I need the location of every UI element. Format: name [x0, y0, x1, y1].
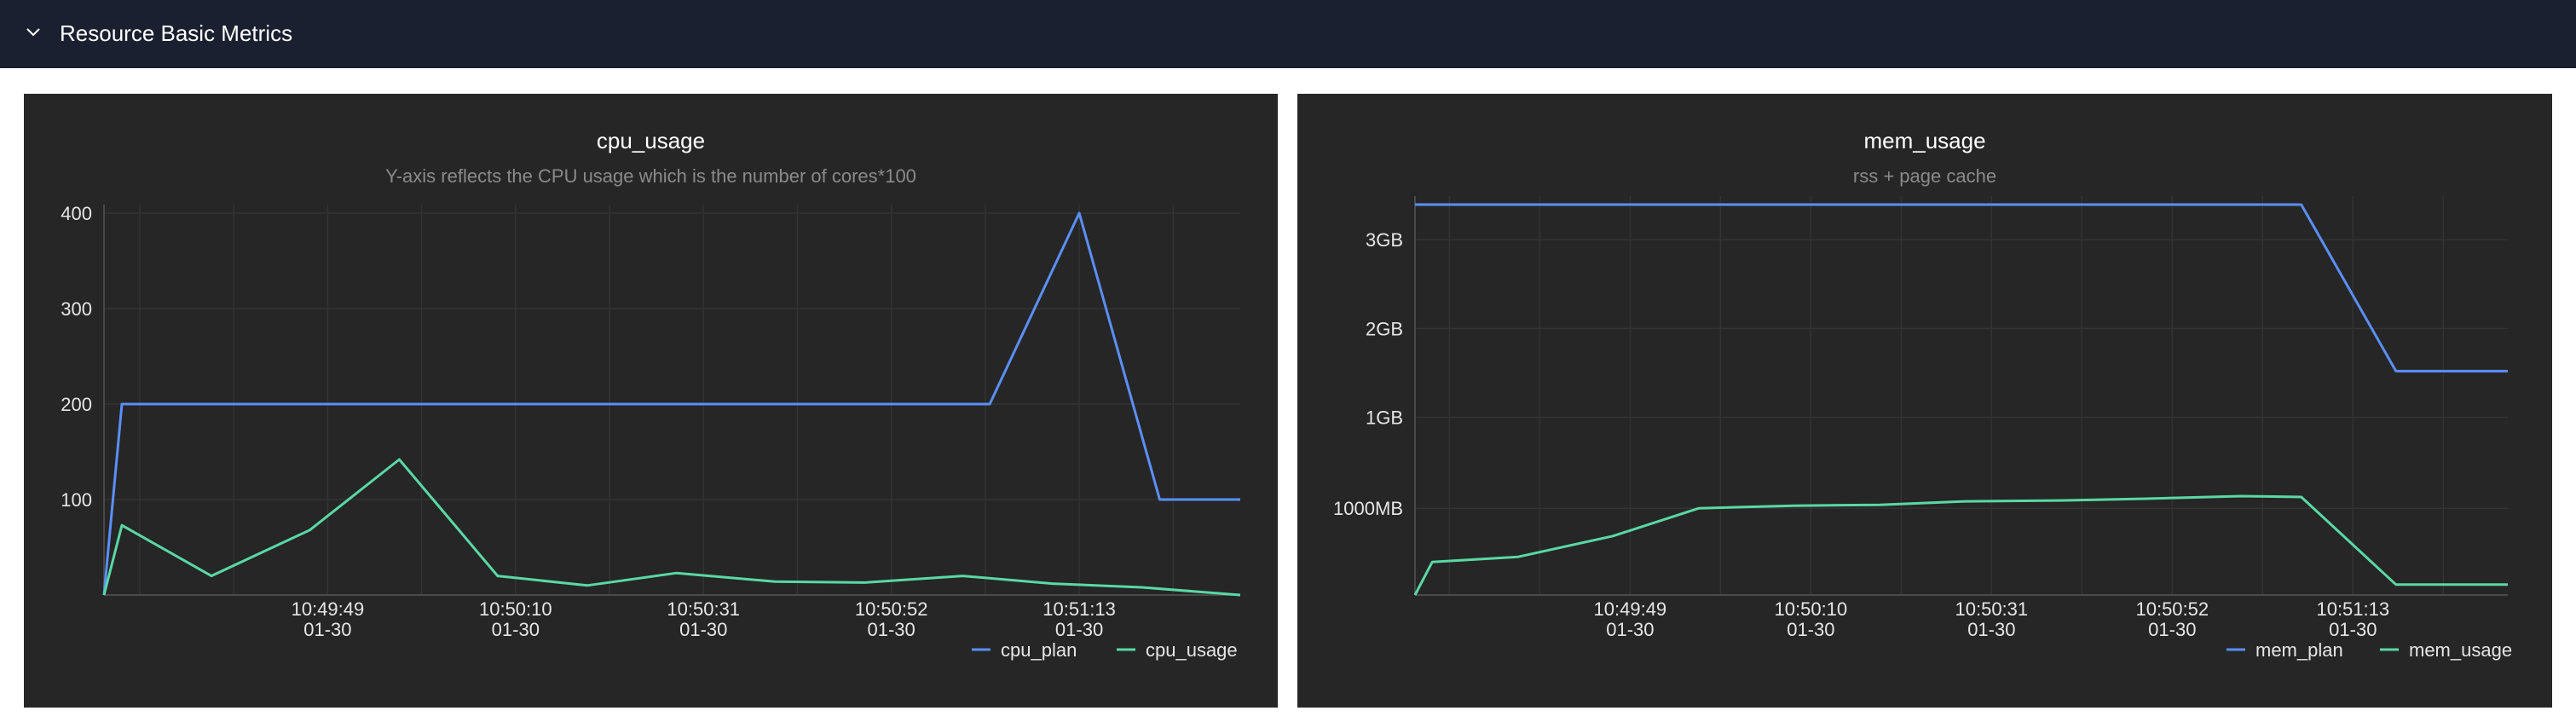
mem-y-tick-label: 1000MB: [1333, 498, 1403, 519]
cpu-usage-chart-panel: cpu_usage Y-axis reflects the CPU usage w…: [24, 94, 1278, 708]
cpu-chart-title: cpu_usage: [597, 128, 705, 153]
mem_plan-series-line: [1415, 203, 2508, 373]
cpu_usage-series-line: [102, 458, 1241, 597]
section-header[interactable]: Resource Basic Metrics: [0, 0, 2576, 68]
mem-chart-subtitle: rss + page cache: [1853, 165, 1996, 187]
cpu-x-tick-date: 01-30: [868, 619, 915, 640]
mem-x-tick-label: 10:50:52: [2135, 598, 2209, 620]
mem-chart-title: mem_usage: [1863, 128, 1985, 153]
mem_plan-legend-item[interactable]: mem_plan: [2227, 639, 2343, 661]
cpu_plan-legend-label: cpu_plan: [1001, 639, 1077, 661]
cpu-x-tick-label: 10:51:13: [1043, 598, 1116, 620]
mem-y-tick-label: 1GB: [1366, 407, 1403, 429]
cpu-x-tick-label: 10:50:10: [479, 598, 552, 620]
chevron-down-icon[interactable]: [24, 23, 43, 42]
mem_plan-legend-label: mem_plan: [2255, 639, 2343, 661]
cpu-y-tick-label: 200: [61, 394, 92, 415]
cpu_usage-legend-item[interactable]: cpu_usage: [1117, 639, 1238, 661]
mem-x-tick-label: 10:51:13: [2316, 598, 2389, 620]
cpu-x-tick-label: 10:50:52: [855, 598, 928, 620]
cpu-x-tick-date: 01-30: [303, 619, 351, 640]
cpu-y-tick-label: 300: [61, 298, 92, 320]
mem-x-tick-date: 01-30: [1606, 619, 1654, 640]
mem-usage-chart-panel: mem_usage rss + page cache 1000MB 1GB 2GB 3GB…: [1297, 94, 2552, 708]
cpu-y-tick-label: 400: [61, 203, 92, 224]
cpu-x-tick-label: 10:49:49: [292, 598, 365, 620]
mem-y-tick-label: 3GB: [1366, 229, 1403, 251]
cpu_plan-series-line: [102, 211, 1240, 596]
cpu-x-tick-label: 10:50:31: [667, 598, 740, 620]
cpu-x-tick-date: 01-30: [492, 619, 540, 640]
mem-x-tick-label: 10:49:49: [1594, 598, 1667, 620]
mem-x-tick-label: 10:50:10: [1775, 598, 1848, 620]
cpu_usage-legend-label: cpu_usage: [1146, 639, 1238, 661]
mem-x-tick-date: 01-30: [1967, 619, 2015, 640]
mem-x-tick-date: 01-30: [1787, 619, 1834, 640]
mem-x-tick-date: 01-30: [2148, 619, 2196, 640]
cpu-usage-chart: cpu_usage Y-axis reflects the CPU usage w…: [61, 128, 1241, 661]
cpu-x-tick-date: 01-30: [679, 619, 727, 640]
cpu-x-tick-date: 01-30: [1055, 619, 1103, 640]
cpu-y-tick-label: 100: [61, 489, 92, 511]
cpu_plan-legend-item[interactable]: cpu_plan: [972, 639, 1077, 661]
section-title: Resource Basic Metrics: [60, 20, 293, 46]
mem-x-tick-label: 10:50:31: [1955, 598, 2029, 620]
mem-x-tick-date: 01-30: [2329, 619, 2377, 640]
mem_usage-legend-label: mem_usage: [2409, 639, 2512, 661]
mem_usage-series-line: [1413, 494, 2508, 596]
cpu-chart-subtitle: Y-axis reflects the CPU usage which is t…: [385, 165, 916, 187]
mem-y-tick-label: 2GB: [1366, 318, 1403, 339]
mem_usage-legend-item[interactable]: mem_usage: [2380, 639, 2512, 661]
